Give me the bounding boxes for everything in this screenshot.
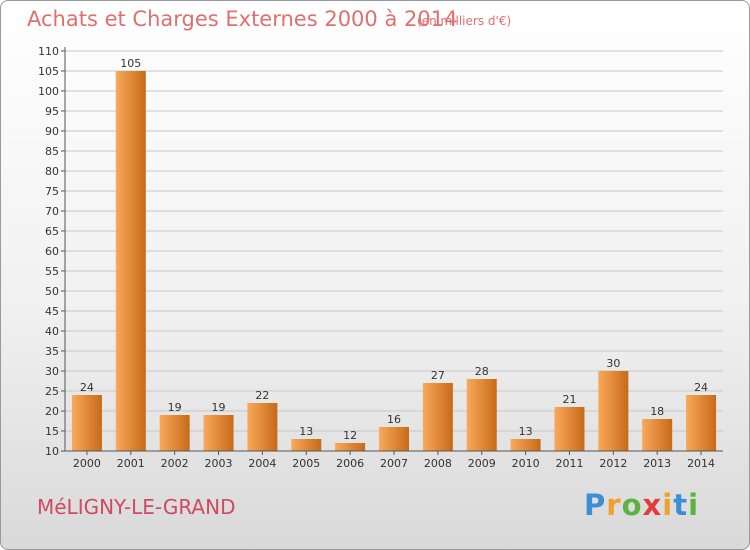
y-tick-label: 85 [45,145,59,158]
logo-letter: P [584,488,607,522]
y-tick-label: 80 [45,165,59,178]
y-tick-label: 65 [45,225,59,238]
data-label-2001: 105 [120,57,141,70]
bar-2014 [686,395,717,451]
bar-2006 [335,443,366,451]
bar-2012 [598,371,629,451]
bar-2004 [247,403,278,451]
bar-2005 [291,439,322,451]
data-label-2011: 21 [562,393,576,406]
logo-letter: r [606,488,622,522]
bar-2002 [159,415,190,451]
logo-letter: i [688,488,700,522]
x-tick-label-2010: 2010 [512,457,540,470]
bar-2013 [642,419,673,451]
y-tick-label: 75 [45,185,59,198]
x-tick-label-2007: 2007 [380,457,408,470]
data-label-2013: 18 [650,405,664,418]
data-label-2007: 16 [387,413,401,426]
data-label-2008: 27 [431,369,445,382]
x-tick-label-2001: 2001 [117,457,145,470]
data-label-2009: 28 [475,365,489,378]
chart-unit: (en milliers d'€) [417,14,512,28]
bar-2007 [379,427,409,451]
data-label-2012: 30 [606,357,620,370]
logo-letter: x [642,488,663,522]
data-label-2002: 19 [168,401,182,414]
x-tick-label-2008: 2008 [424,457,452,470]
y-tick-label: 110 [38,45,59,58]
y-tick-label: 50 [45,285,59,298]
y-tick-label: 45 [45,305,59,318]
y-tick-label: 35 [45,345,59,358]
y-tick-label: 95 [45,105,59,118]
y-tick-label: 40 [45,325,59,338]
x-tick-label-2012: 2012 [599,457,627,470]
x-tick-label-2009: 2009 [468,457,496,470]
commune-name: MéLIGNY-LE-GRAND [37,495,236,519]
y-tick-label: 15 [45,425,59,438]
data-label-2004: 22 [255,389,269,402]
bar-layer: 24 105 19 19 22 13 12 16 27 28 13 21 30 18 24 [71,57,717,451]
chart-title: Achats et Charges Externes 2000 à 2014 [27,7,458,31]
x-tick-label-2002: 2002 [161,457,189,470]
y-tick-label: 30 [45,365,59,378]
x-tick-label-2004: 2004 [248,457,276,470]
x-tick-label-2011: 2011 [555,457,583,470]
data-label-2003: 19 [212,401,226,414]
data-label-2010: 13 [519,425,533,438]
data-label-2000: 24 [80,381,94,394]
bar-2011 [554,407,585,451]
bar-2008 [422,383,453,451]
bar-2000 [71,395,102,451]
data-label-2014: 24 [694,381,708,394]
data-label-2006: 12 [343,429,357,442]
y-tick-label: 55 [45,265,59,278]
bar-2010 [510,439,541,451]
y-tick-label: 100 [38,85,59,98]
axis-layer: 10 15 20 25 30 35 40 45 50 55 60 65 70 75 80 85 90 95 100 1… [38,45,723,470]
x-tick-label-2006: 2006 [336,457,364,470]
logo-letter: t [673,488,689,522]
y-tick-label: 10 [45,445,59,458]
bar-2009 [466,379,497,451]
x-tick-label-2005: 2005 [292,457,320,470]
y-tick-label: 20 [45,405,59,418]
x-tick-label-2003: 2003 [205,457,233,470]
y-tick-label: 70 [45,205,59,218]
y-tick-label: 60 [45,245,59,258]
x-tick-label-2000: 2000 [73,457,101,470]
y-tick-label: 25 [45,385,59,398]
logo-letter: i [662,488,674,522]
bar-2003 [203,415,234,451]
y-tick-label: 90 [45,125,59,138]
data-label-2005: 13 [299,425,313,438]
y-tick-label: 105 [38,65,59,78]
logo-letter: o [621,488,643,522]
proxiti-logo: Proxiti [584,488,699,522]
bar-2001 [115,71,146,451]
x-tick-label-2014: 2014 [687,457,715,470]
x-tick-label-2013: 2013 [643,457,671,470]
